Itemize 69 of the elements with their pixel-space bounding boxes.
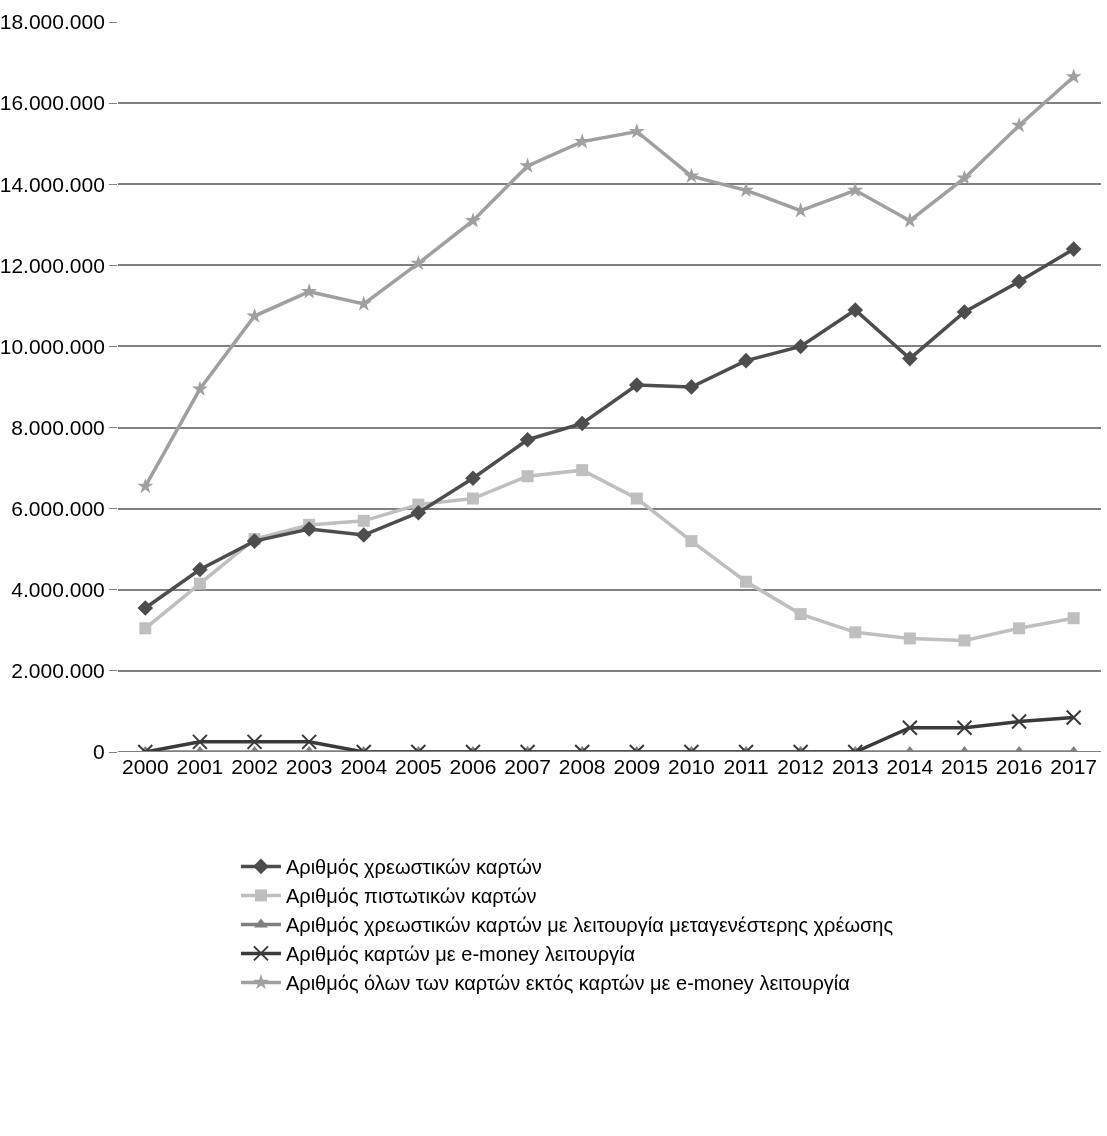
- x-tick-label: 2006: [449, 755, 497, 778]
- y-tick-label: 6.000.000: [11, 497, 105, 521]
- legend-label: Αριθμός καρτών με e-money λειτουργία: [285, 943, 636, 966]
- point: [683, 379, 700, 395]
- point: [1011, 117, 1028, 133]
- point: [956, 304, 973, 320]
- point: [847, 302, 864, 318]
- point: [847, 181, 864, 198]
- point: [301, 521, 317, 537]
- point: [137, 600, 154, 616]
- point: [519, 431, 536, 448]
- x-tick-label: 2014: [886, 755, 934, 778]
- x-tick-label: 2011: [723, 755, 769, 778]
- legend-label: Αριθμός χρεωστικών καρτών με λειτουργία μεταγενέστερης χρέωσης: [285, 914, 894, 937]
- point: [1065, 241, 1082, 257]
- point: [628, 123, 645, 139]
- y-tick-label: 16.000.000: [0, 91, 105, 115]
- x-tick-label: 2015: [941, 755, 988, 778]
- y-tick-label: 18.000.000: [0, 10, 105, 34]
- point: [466, 492, 479, 505]
- x-tick-label: 2008: [558, 755, 606, 778]
- x-tick-label: 2003: [285, 755, 333, 778]
- point: [191, 380, 208, 396]
- y-tick-label: 4.000.000: [11, 578, 105, 602]
- y-tick-label: 8.000.000: [11, 415, 105, 439]
- point: [738, 352, 754, 369]
- point: [1011, 273, 1027, 290]
- x-tick-label: 2004: [340, 755, 388, 778]
- y-tick-label: 12.000.000: [0, 253, 105, 277]
- point: [1065, 68, 1082, 84]
- point: [740, 575, 753, 588]
- point: [464, 212, 481, 228]
- legend-label: Αριθμός όλων των καρτών εκτός καρτών με e-money λειτουργία: [285, 972, 850, 995]
- x-tick-label: 2017: [1050, 755, 1098, 778]
- y-tick-label: 14.000.000: [0, 172, 105, 196]
- point: [574, 415, 590, 432]
- x-tick-label: 2002: [231, 755, 278, 778]
- point: [901, 212, 918, 228]
- point: [465, 470, 481, 487]
- point: [355, 527, 372, 543]
- x-tick-label: 2001: [176, 755, 224, 778]
- point: [193, 577, 206, 590]
- point: [301, 283, 318, 299]
- x-tick-label: 2012: [777, 755, 824, 778]
- legend-label: Αριθμός χρεωστικών καρτών: [285, 856, 542, 879]
- x-tick-label: 2000: [121, 755, 169, 778]
- x-tick-label: 2010: [668, 755, 715, 778]
- x-tick-label: 2005: [395, 755, 442, 778]
- point: [192, 561, 208, 578]
- point: [792, 338, 809, 355]
- point: [357, 514, 370, 527]
- legend-label: Αριθμός πιστωτικών καρτών: [285, 885, 537, 908]
- point: [902, 350, 918, 367]
- x-tick-label: 2007: [504, 755, 551, 778]
- point: [410, 254, 427, 271]
- point: [521, 470, 534, 483]
- x-tick-label: 2009: [613, 755, 661, 778]
- x-tick-label: 2016: [995, 755, 1043, 778]
- point: [410, 504, 427, 521]
- y-tick-label: 10.000.000: [0, 334, 105, 358]
- point: [137, 477, 154, 494]
- y-tick-label: 2.000.000: [11, 659, 105, 683]
- point: [956, 169, 973, 185]
- point: [629, 377, 645, 393]
- x-tick-label: 2013: [831, 755, 879, 778]
- point: [576, 464, 589, 477]
- point: [683, 167, 700, 183]
- y-tick-label: 0: [93, 740, 105, 764]
- point: [630, 492, 643, 505]
